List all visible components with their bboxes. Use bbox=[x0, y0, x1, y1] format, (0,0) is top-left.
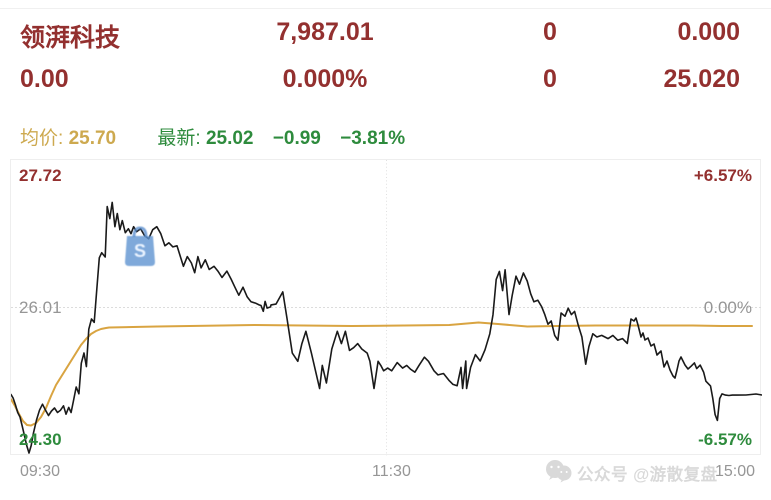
svg-text:S: S bbox=[134, 241, 146, 261]
